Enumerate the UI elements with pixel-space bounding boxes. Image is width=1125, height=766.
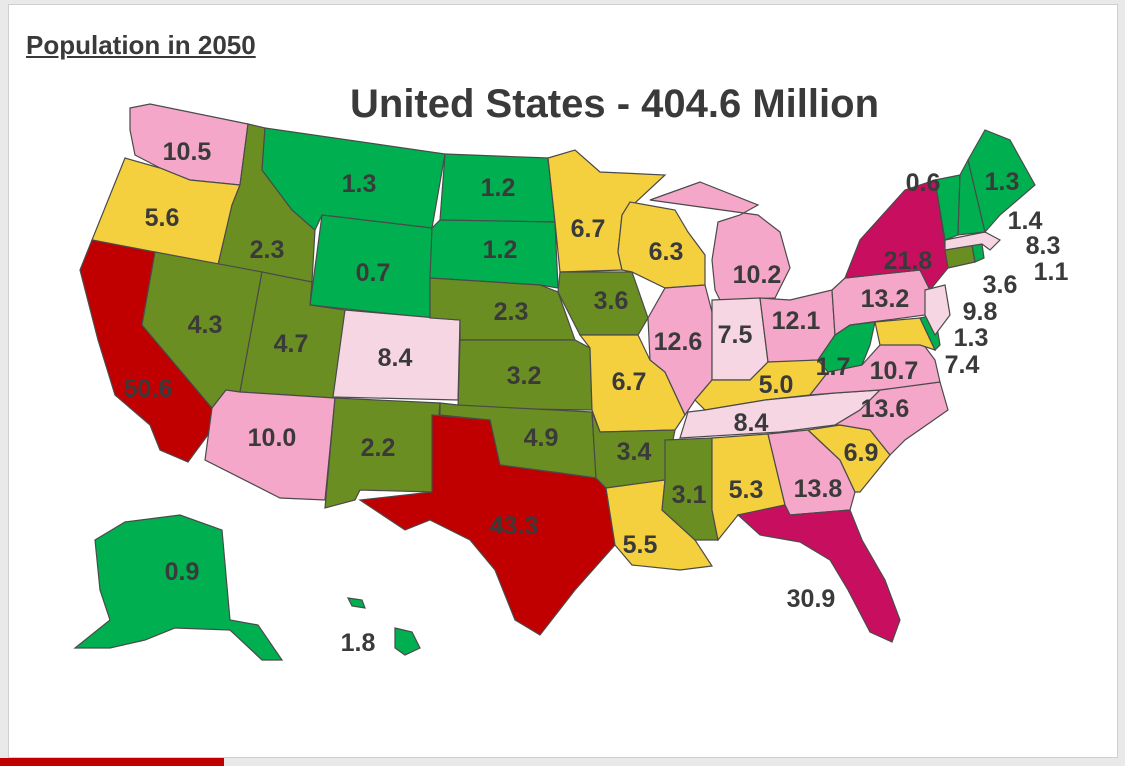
- state-nj[interactable]: [924, 284, 951, 337]
- label-pa: 13.2: [861, 285, 910, 313]
- label-nm: 2.2: [361, 434, 396, 462]
- label-oh: 12.1: [772, 307, 821, 335]
- label-wi: 6.3: [649, 238, 684, 266]
- state-mt[interactable]: [261, 127, 446, 231]
- state-tx[interactable]: [358, 414, 616, 636]
- label-al: 5.3: [729, 476, 764, 504]
- label-ia: 3.6: [594, 287, 629, 315]
- state-fl[interactable]: [736, 504, 901, 643]
- state-mi[interactable]: [649, 181, 791, 301]
- label-ar: 3.4: [617, 438, 652, 466]
- label-ut: 4.7: [274, 330, 309, 358]
- label-nc: 13.6: [861, 395, 910, 423]
- label-nv: 4.3: [188, 311, 223, 339]
- label-ri: 1.1: [1034, 258, 1069, 286]
- map-title: United States - 404.6 Million: [350, 82, 880, 126]
- label-in: 7.5: [718, 321, 753, 349]
- label-il: 12.6: [654, 328, 703, 356]
- state-ak[interactable]: [73, 514, 284, 661]
- label-or: 5.6: [145, 204, 180, 232]
- label-tx: 43.3: [490, 512, 539, 540]
- label-sc: 6.9: [844, 439, 879, 467]
- label-nd: 1.2: [481, 174, 516, 202]
- label-me: 1.3: [985, 168, 1020, 196]
- label-ct: 3.6: [983, 271, 1018, 299]
- state-me[interactable]: [967, 129, 1036, 234]
- label-ne: 2.3: [494, 298, 529, 326]
- label-mi: 10.2: [733, 261, 782, 289]
- label-mo: 6.7: [612, 368, 647, 396]
- label-fl: 30.9: [787, 585, 836, 613]
- label-wa: 10.5: [163, 138, 212, 166]
- state-va[interactable]: [808, 339, 941, 396]
- state-hi-islands[interactable]: [346, 597, 366, 609]
- label-vt: 0.6: [906, 169, 941, 197]
- state-md[interactable]: [874, 317, 937, 352]
- label-ga: 13.8: [794, 475, 843, 503]
- label-nh: 1.4: [1008, 207, 1043, 235]
- label-mt: 1.3: [342, 170, 377, 198]
- label-va: 10.7: [870, 357, 919, 385]
- label-ny: 21.8: [884, 247, 933, 275]
- label-ks: 3.2: [507, 362, 542, 390]
- label-nj: 9.8: [963, 298, 998, 326]
- label-mn: 6.7: [571, 215, 606, 243]
- state-il[interactable]: [647, 284, 713, 417]
- accent-bar: [0, 758, 224, 766]
- label-la: 5.5: [623, 531, 658, 559]
- state-nc[interactable]: [832, 381, 949, 456]
- label-az: 10.0: [248, 424, 297, 452]
- state-hi-main[interactable]: [394, 627, 421, 656]
- label-de: 1.3: [954, 324, 989, 352]
- label-wy: 0.7: [356, 259, 391, 287]
- label-wv: 1.7: [816, 353, 851, 381]
- label-id: 2.3: [250, 236, 285, 264]
- label-co: 8.4: [378, 344, 413, 372]
- state-mo[interactable]: [578, 334, 686, 433]
- label-hi: 1.8: [341, 629, 376, 657]
- label-ky: 5.0: [759, 371, 794, 399]
- label-ca: 50.6: [124, 375, 173, 403]
- map-heading: Population in 2050: [26, 30, 256, 60]
- label-ok: 4.9: [524, 424, 559, 452]
- label-ak: 0.9: [165, 558, 200, 586]
- label-ms: 3.1: [672, 481, 707, 509]
- label-tn: 8.4: [734, 409, 769, 437]
- label-sd: 1.2: [483, 236, 518, 264]
- label-ma: 8.3: [1026, 232, 1061, 260]
- label-md: 7.4: [945, 351, 980, 379]
